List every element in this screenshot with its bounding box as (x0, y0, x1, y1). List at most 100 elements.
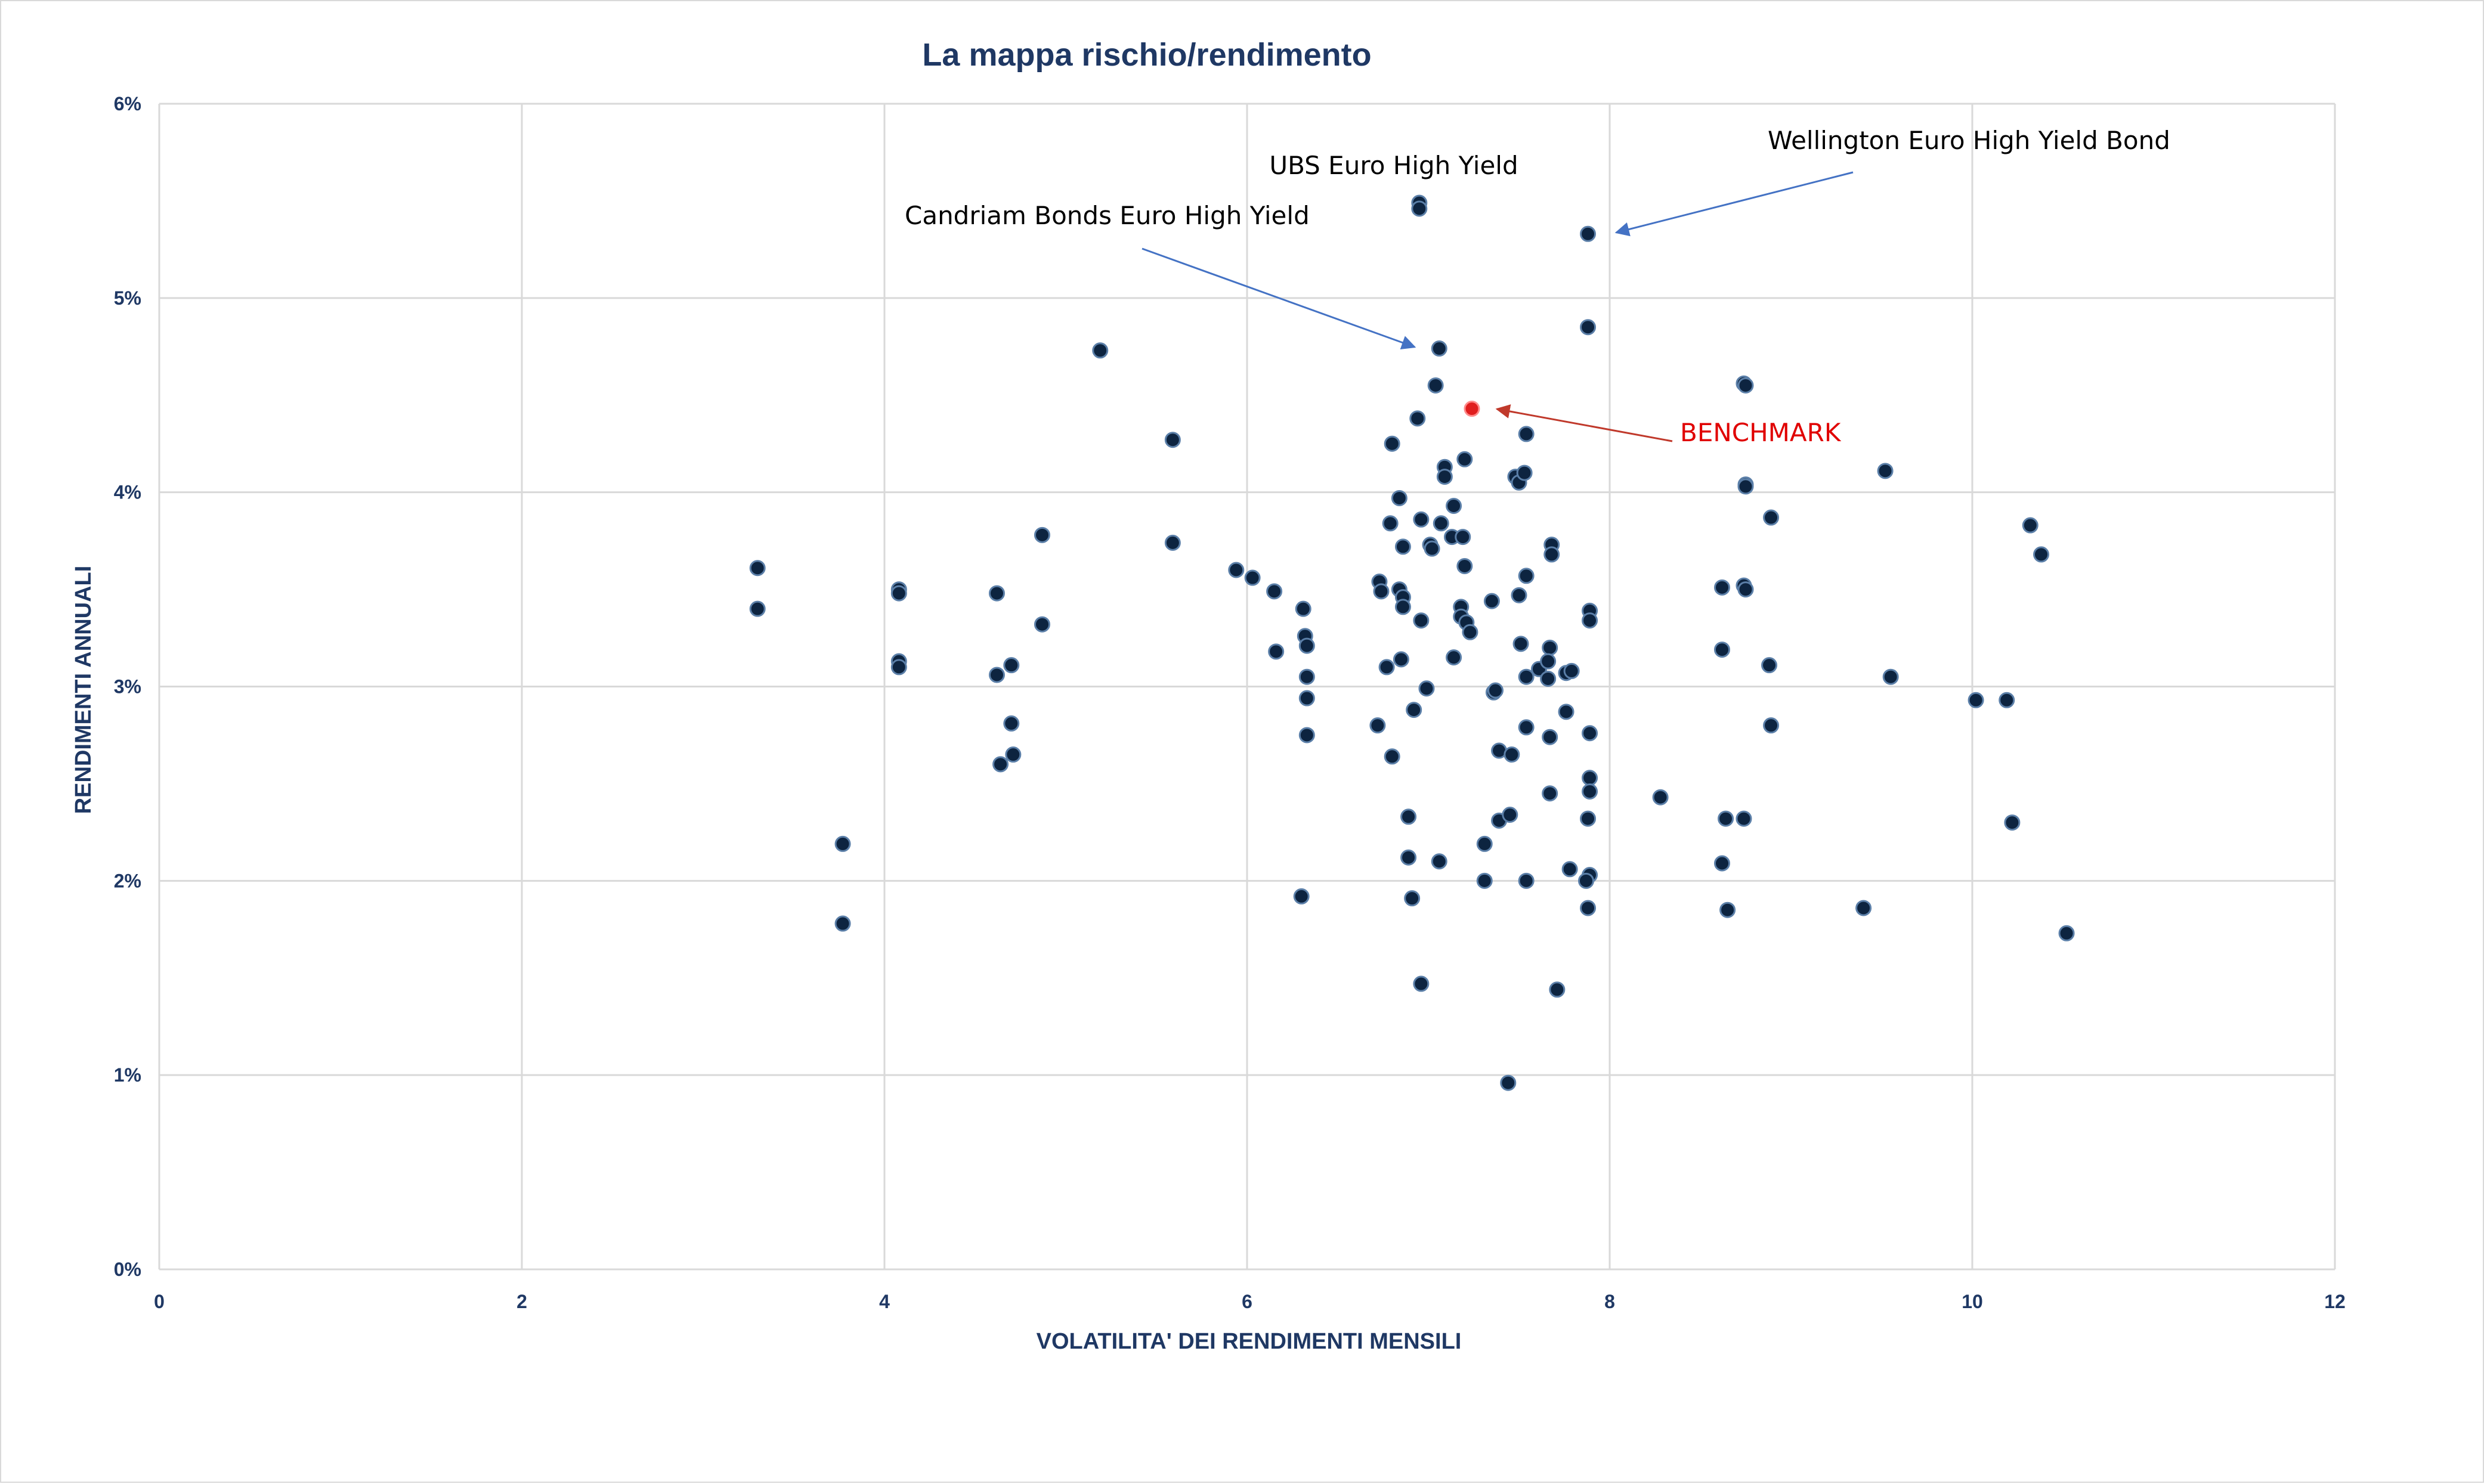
data-point (1378, 659, 1395, 676)
data-point (1409, 410, 1426, 427)
data-point (1582, 783, 1598, 800)
data-point (834, 835, 851, 852)
data-point (1580, 225, 1597, 242)
data-point (1424, 540, 1440, 557)
data-point (1003, 657, 1020, 674)
arrow-wellington (1614, 171, 1854, 237)
x-tick-label: 4 (879, 1291, 890, 1312)
data-point (1384, 748, 1400, 765)
x-axis-label: VOLATILITA' DEI RENDIMENTI MENSILI (1037, 1329, 1462, 1354)
data-point (1394, 538, 1411, 555)
data-point (2022, 517, 2038, 534)
data-point (1968, 692, 1984, 708)
data-point (1436, 469, 1453, 485)
data-point (1542, 785, 1558, 802)
data-point (1404, 890, 1421, 907)
data-point (1737, 478, 1754, 495)
data-point (1549, 981, 1566, 998)
data-point (1266, 583, 1283, 600)
grid (158, 103, 2336, 1271)
data-point (1511, 587, 1527, 603)
data-point (1092, 342, 1109, 359)
data-point (1427, 377, 1444, 394)
data-point (988, 585, 1005, 602)
arrow-candriam (1142, 247, 1416, 349)
data-point (1369, 717, 1386, 734)
data-point (1763, 717, 1780, 734)
data-point (749, 560, 766, 577)
data-point (890, 659, 907, 676)
y-tick-label: 6% (114, 93, 141, 114)
data-point (1713, 642, 1730, 658)
data-point (1542, 639, 1558, 656)
data-point (1577, 872, 1594, 889)
data-point (1518, 872, 1535, 889)
y-axis-label: RENDIMENTI ANNUALI (71, 566, 96, 814)
data-point (1518, 568, 1535, 584)
y-tick-label: 1% (114, 1064, 141, 1086)
data-point (1542, 729, 1558, 745)
data-point (1561, 861, 1578, 878)
data-point (992, 756, 1009, 773)
data-point (1563, 662, 1580, 679)
data-point (1476, 835, 1493, 852)
data-point (1268, 643, 1285, 660)
data-point (1487, 682, 1504, 699)
data-point (1446, 497, 1462, 514)
data-point (1413, 612, 1430, 629)
annotation-candriam: Candriam Bonds Euro High Yield (905, 201, 1310, 230)
data-point (1713, 579, 1730, 596)
data-point (1713, 855, 1730, 872)
data-point (1228, 562, 1245, 578)
data-point (1518, 719, 1535, 736)
y-tick-label: 4% (114, 482, 141, 503)
benchmark-point (1464, 401, 1480, 417)
data-point (1580, 900, 1597, 916)
data-point (1462, 624, 1478, 640)
y-tick-label: 0% (114, 1259, 141, 1280)
data-point (1516, 464, 1533, 481)
data-point (1373, 583, 1390, 600)
data-point (1406, 702, 1422, 718)
annotation-wellington: Wellington Euro High Yield Bond (1768, 126, 2170, 155)
tick-labels: 0 2 4 6 8 10 12 0% 1% 2% 3% 4% 5% 6% (114, 93, 2346, 1312)
x-tick-label: 0 (154, 1291, 165, 1312)
x-tick-label: 6 (1242, 1291, 1252, 1312)
data-point (1719, 901, 1736, 918)
arrow-benchmark (1495, 404, 1673, 442)
data-point (1582, 770, 1598, 786)
data-point (1518, 426, 1535, 442)
data-point (1298, 637, 1315, 654)
data-point (1543, 546, 1560, 563)
data-point (1558, 704, 1574, 720)
data-point (1034, 616, 1050, 633)
data-point (1737, 377, 1754, 394)
data-point (1476, 872, 1493, 889)
x-tick-label: 8 (1604, 1291, 1615, 1312)
data-point (1295, 600, 1311, 617)
data-point (1413, 511, 1430, 528)
data-point (1500, 1074, 1517, 1091)
data-point (1393, 651, 1409, 668)
x-tick-label: 12 (2324, 1291, 2346, 1312)
data-point (1512, 636, 1529, 652)
x-tick-label: 2 (516, 1291, 527, 1312)
data-point (1005, 746, 1022, 763)
data-point (2004, 814, 2021, 831)
data-point (1298, 668, 1315, 685)
data-point (890, 585, 907, 602)
data-point (834, 915, 851, 932)
data-point (988, 667, 1005, 683)
data-point (1737, 581, 1754, 598)
data-point (1411, 200, 1428, 217)
data-point (1382, 515, 1399, 532)
data-point (1244, 569, 1261, 586)
data-point (1034, 526, 1050, 543)
data-point (1394, 599, 1411, 615)
data-point (1761, 657, 1778, 674)
data-point (1502, 807, 1518, 823)
data-point (1540, 653, 1557, 670)
data-point (1855, 900, 1872, 916)
